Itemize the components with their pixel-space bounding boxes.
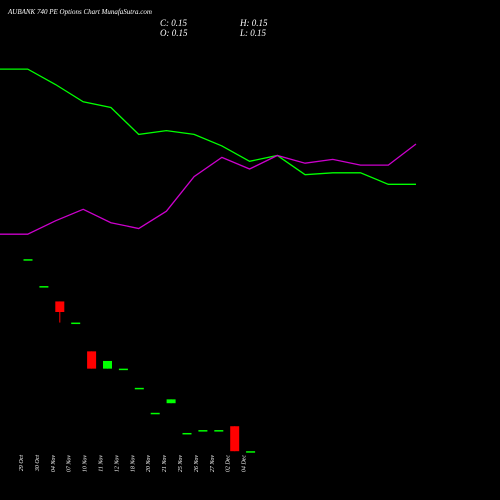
x-tick-label: 18 Nov (130, 455, 136, 473)
candle-body (230, 426, 240, 452)
x-tick-label: 02 Dec (226, 455, 232, 472)
x-tick-label: 25 Nov (178, 455, 184, 473)
close-label: C: 0.15 (160, 18, 188, 28)
candle-body (214, 430, 224, 432)
candle-body (166, 399, 176, 404)
x-tick-label: 27 Nov (210, 455, 216, 473)
x-tick-label: 04 Nov (50, 455, 57, 473)
x-tick-label: 21 Nov (162, 455, 168, 473)
x-tick-label: 26 Nov (194, 455, 200, 473)
open-label: O: 0.15 (160, 28, 188, 38)
x-tick-label: 07 Nov (67, 455, 73, 473)
x-tick-label: 11 Nov (99, 455, 105, 472)
chart-title: AUBANK 740 PE Options Chart MunafaSutra.… (7, 8, 152, 16)
x-tick-label: 12 Nov (114, 455, 120, 473)
low-label: L: 0.15 (239, 28, 267, 38)
candle-body (23, 259, 33, 261)
candle-body (39, 286, 49, 288)
candle-body (134, 387, 144, 390)
candle-body (118, 368, 128, 371)
line-series (0, 143, 417, 235)
x-tick-label: 10 Nov (83, 455, 89, 473)
candle-body (150, 412, 160, 415)
x-tick-label: 29 Oct (19, 455, 25, 471)
candle-body (71, 322, 81, 325)
candle-body (87, 351, 97, 369)
candle-body (103, 360, 112, 369)
candle-body (246, 451, 256, 453)
x-tick-label: 04 Dec (241, 455, 248, 472)
candle-body (182, 432, 192, 435)
line-series (0, 68, 416, 185)
candle-body (55, 301, 65, 312)
x-tick-label: 20 Nov (146, 455, 152, 473)
high-label: H: 0.15 (239, 18, 268, 28)
x-tick-label: 30 Oct (35, 455, 41, 472)
candle-body (198, 430, 208, 432)
